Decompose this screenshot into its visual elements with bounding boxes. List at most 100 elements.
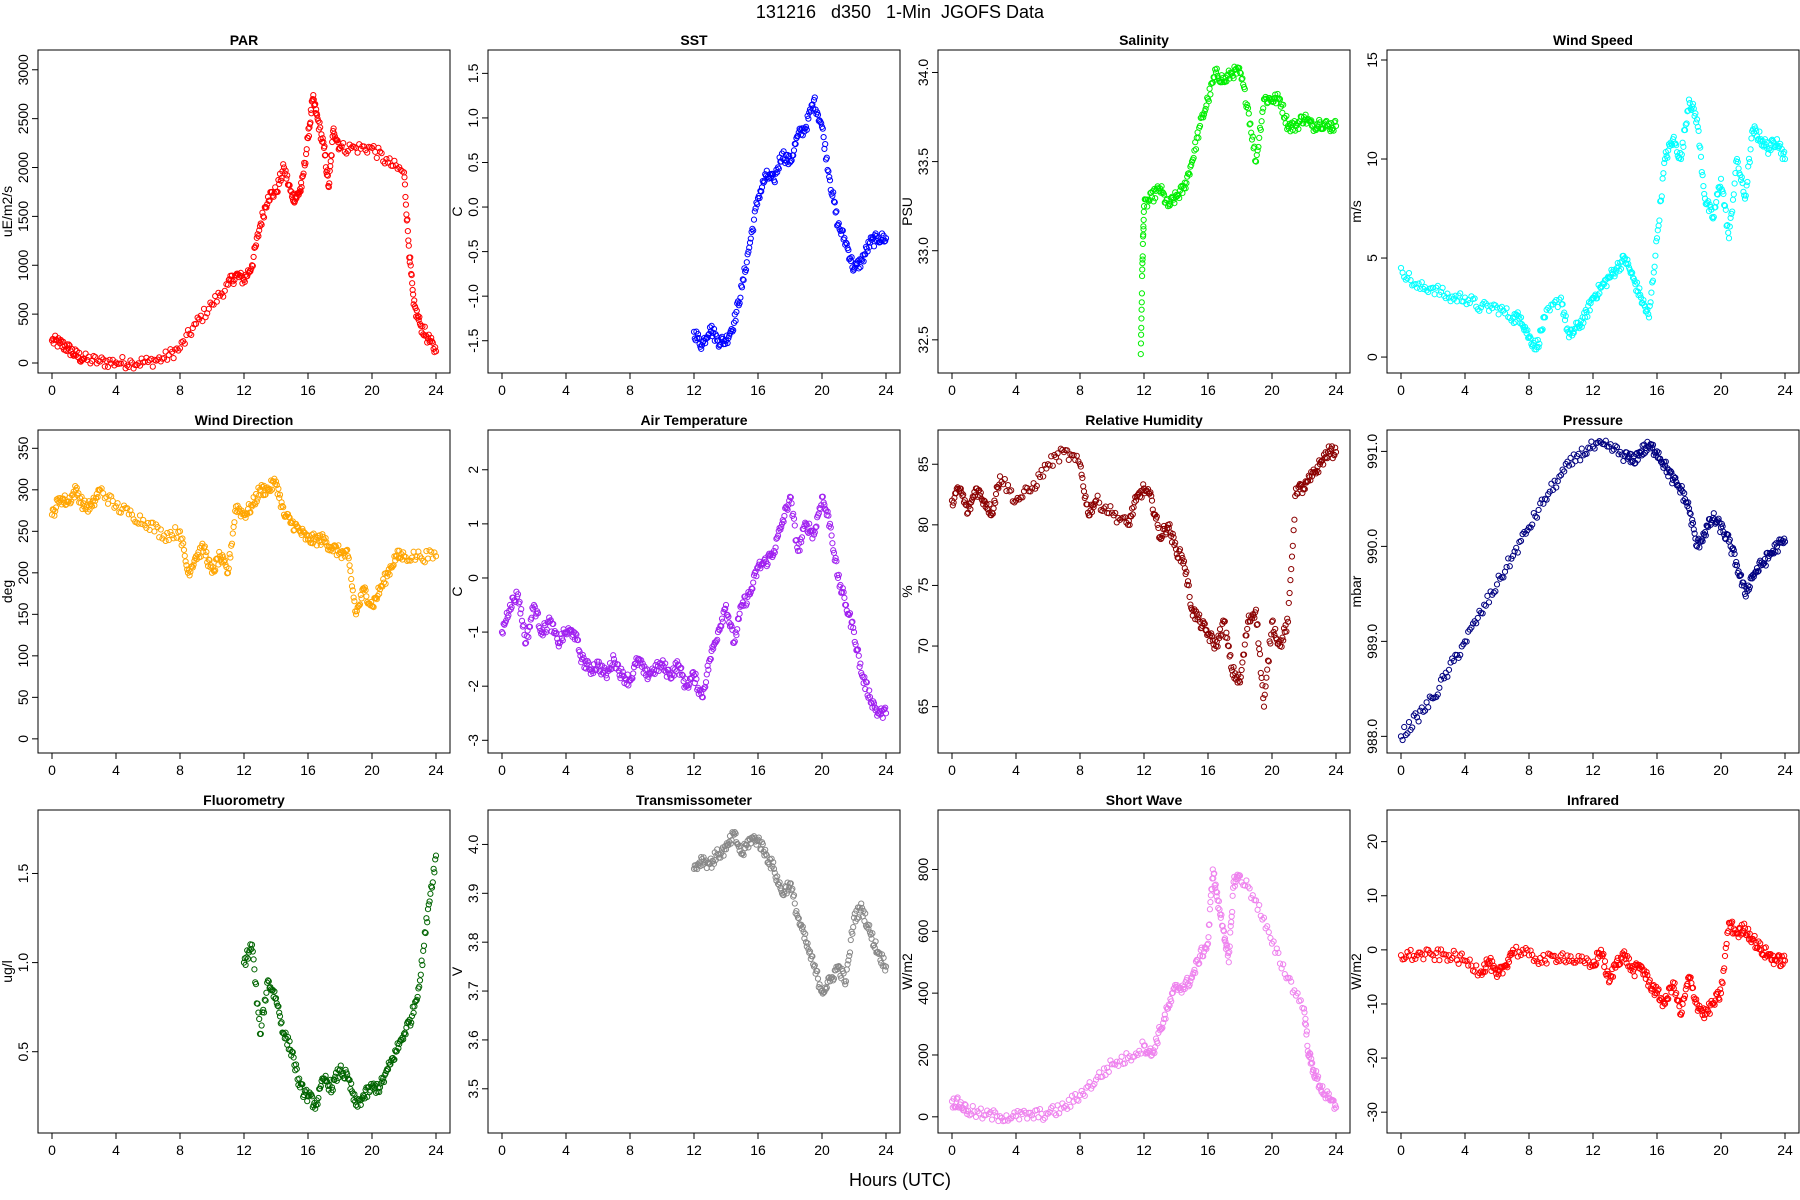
data-point <box>1522 530 1529 537</box>
data-point <box>346 141 353 148</box>
data-point <box>1228 664 1235 671</box>
data-point <box>832 209 839 216</box>
data-point <box>387 563 394 570</box>
data-point <box>203 548 210 556</box>
x-tick-label: 4 <box>562 1142 570 1158</box>
data-point <box>1221 618 1228 625</box>
data-point <box>522 639 530 647</box>
data-point <box>1313 1067 1320 1075</box>
data-point <box>1679 488 1686 495</box>
series-points <box>690 94 890 352</box>
data-point <box>866 693 874 701</box>
data-point <box>430 865 437 872</box>
data-point <box>384 569 392 576</box>
data-point <box>1027 488 1034 495</box>
data-point <box>1744 178 1751 186</box>
data-point <box>1230 75 1237 82</box>
data-point <box>322 534 329 542</box>
data-point <box>416 977 424 984</box>
data-point <box>630 670 637 677</box>
data-point <box>1331 1105 1338 1112</box>
data-point <box>958 489 965 496</box>
data-point <box>781 512 788 520</box>
data-point <box>418 957 425 964</box>
data-point <box>857 263 864 271</box>
x-tick-label: 8 <box>1525 1142 1533 1158</box>
data-point <box>1500 574 1507 581</box>
x-tick-label: 12 <box>686 1142 702 1158</box>
data-point <box>1503 563 1510 571</box>
x-tick-label: 12 <box>1585 1142 1601 1158</box>
data-point <box>1099 1073 1106 1080</box>
data-point <box>1592 962 1599 969</box>
data-point <box>1457 651 1464 659</box>
data-point <box>775 165 782 172</box>
data-point <box>1505 958 1513 966</box>
data-point <box>1772 143 1779 150</box>
data-point <box>1719 980 1726 987</box>
x-tick-label: 0 <box>1397 382 1405 398</box>
data-point <box>717 854 724 861</box>
data-point <box>345 555 352 562</box>
data-point <box>802 520 810 527</box>
data-point <box>770 859 777 866</box>
data-point <box>416 313 423 321</box>
data-point <box>297 188 304 195</box>
x-tick-label: 24 <box>1777 762 1793 778</box>
x-tick-label: 8 <box>176 1142 184 1158</box>
data-point <box>167 528 174 536</box>
data-point <box>310 92 317 99</box>
data-point <box>1717 175 1725 182</box>
data-point <box>170 355 177 362</box>
data-point <box>1332 1104 1340 1111</box>
data-point <box>298 179 305 186</box>
data-point <box>780 892 787 899</box>
x-tick-label: 20 <box>814 762 830 778</box>
data-point <box>1505 956 1512 963</box>
x-tick-label: 4 <box>562 762 570 778</box>
data-point <box>1226 943 1233 950</box>
data-point <box>1227 929 1234 936</box>
data-point <box>1561 468 1568 475</box>
data-point <box>280 504 287 511</box>
data-point <box>383 156 390 163</box>
data-point <box>1259 108 1266 115</box>
data-point <box>130 365 137 372</box>
data-point <box>1471 295 1478 302</box>
data-point <box>863 679 870 686</box>
data-point <box>710 645 717 652</box>
data-point <box>267 487 274 495</box>
data-point <box>1505 555 1512 562</box>
y-tick-label: 2500 <box>15 103 31 134</box>
data-point <box>1236 64 1243 72</box>
data-point <box>1682 986 1689 993</box>
data-point <box>842 981 849 988</box>
data-point <box>1203 945 1210 953</box>
data-point <box>420 557 427 565</box>
data-point <box>579 651 586 659</box>
data-point <box>1239 659 1246 666</box>
data-point <box>144 358 152 366</box>
data-point <box>738 284 746 291</box>
plot-frame <box>937 49 1351 374</box>
data-point <box>1264 657 1272 664</box>
data-point <box>1729 208 1736 215</box>
x-tick-label: 16 <box>300 382 316 398</box>
data-point <box>424 919 431 926</box>
data-point <box>534 610 542 617</box>
data-point <box>429 879 436 886</box>
data-point <box>225 565 232 572</box>
data-point <box>344 546 351 553</box>
data-point <box>1689 519 1697 527</box>
data-point <box>1401 723 1408 731</box>
data-point <box>1457 952 1464 959</box>
data-point <box>748 228 755 236</box>
data-point <box>1425 288 1432 296</box>
data-point <box>979 1115 986 1122</box>
data-point <box>1731 550 1738 557</box>
plot-frame <box>37 809 451 1134</box>
data-point <box>778 524 785 531</box>
data-point <box>525 634 532 641</box>
x-tick-label: 20 <box>1713 762 1729 778</box>
data-point <box>1584 313 1591 320</box>
